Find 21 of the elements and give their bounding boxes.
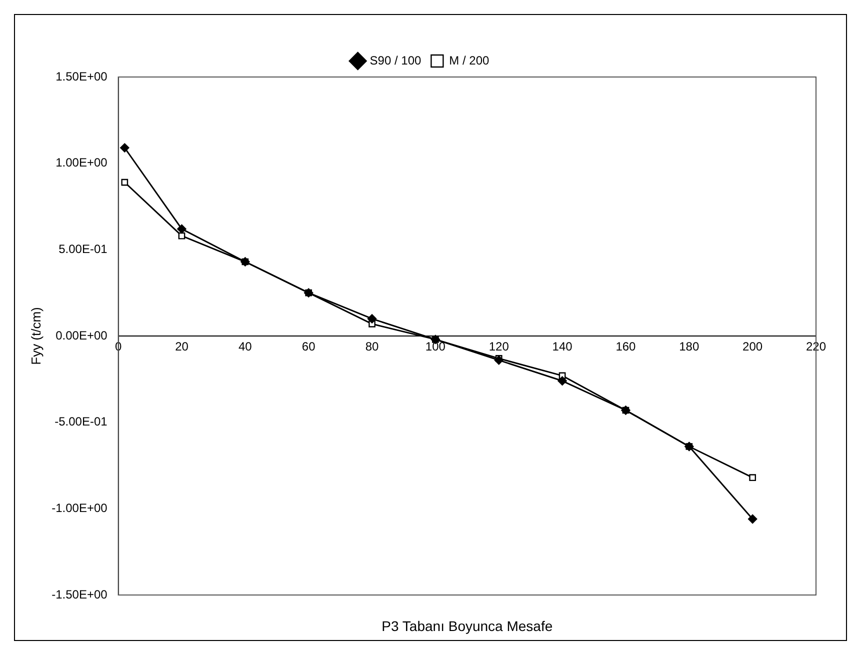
x-tick-label: 100	[425, 340, 446, 354]
x-tick-label: 140	[552, 340, 573, 354]
x-tick-label: 160	[616, 340, 636, 354]
legend-label: S90 / 100	[370, 53, 422, 68]
x-axis-title: P3 Tabanı Boyunca Mesafe	[382, 618, 553, 634]
y-tick-label: -1.00E+00	[52, 500, 108, 515]
x-tick-label: 80	[365, 340, 380, 354]
y-tick-label: -5.00E-01	[54, 414, 108, 429]
x-tick-label: 180	[679, 340, 700, 354]
y-tick-label: 0.00E+00	[56, 328, 108, 342]
y-axis-title: Fyy (t/cm)	[28, 307, 44, 365]
x-tick-label: 20	[175, 340, 189, 354]
x-tick-label: 60	[302, 340, 316, 354]
x-tick-label: 120	[488, 340, 510, 354]
y-tick-label: 5.00E-01	[58, 242, 108, 256]
x-tick-label: 200	[742, 340, 763, 354]
y-tick-label: 1.00E+00	[56, 156, 108, 170]
legend-label: M / 200	[449, 53, 490, 68]
y-tick-label: 1.50E+00	[56, 69, 108, 84]
x-tick-label: 40	[238, 340, 252, 354]
y-tick-label: -1.50E+00	[52, 587, 108, 602]
